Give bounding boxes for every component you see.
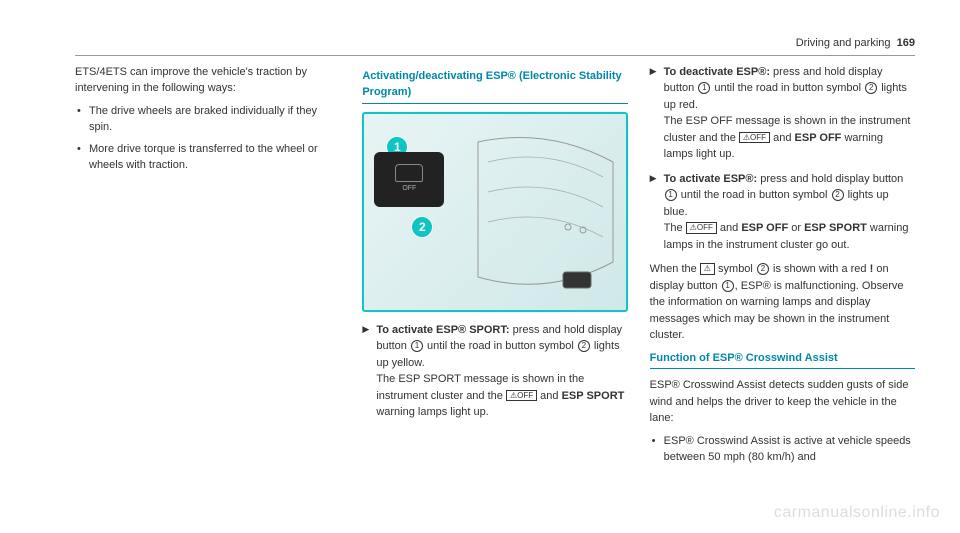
esp-off-icon: ⚠OFF (506, 390, 537, 402)
esp-off-icon: ⚠OFF (686, 222, 717, 234)
heading-text: Activating/deactivating ESP® (Electronic… (362, 70, 621, 99)
esp-button-figure: 1 OFF 2 (362, 112, 627, 312)
list-item: The drive wheels are braked individually… (75, 103, 340, 136)
circled-1-icon: 1 (698, 82, 710, 94)
step-lead: To deactivate ESP®: (664, 66, 770, 78)
bold-text: ESP OFF (795, 132, 842, 144)
column-1: ETS/4ETS can improve the vehicle's tract… (75, 64, 340, 472)
header-section: Driving and parking (796, 37, 891, 49)
dashboard-svg (468, 122, 618, 302)
bold-text: ESP OFF (741, 222, 788, 234)
circled-1-icon: 1 (665, 189, 677, 201)
page-header: Driving and parking 169 (75, 35, 915, 56)
step-text: until the road in button symbol (711, 82, 864, 94)
circled-1-icon: 1 (722, 280, 734, 292)
crosswind-bullet-list: ESP® Crosswind Assist is active at vehic… (650, 433, 915, 466)
step-text: press and hold display button (757, 173, 903, 185)
step-text: and (537, 390, 561, 402)
circled-2-icon: 2 (757, 263, 769, 275)
step-text: and (770, 132, 794, 144)
list-item: ESP® Crosswind Assist is active at vehic… (650, 433, 915, 466)
ets-bullet-list: The drive wheels are braked individually… (75, 103, 340, 174)
bold-text: ESP SPORT (804, 222, 867, 234)
circled-2-icon: 2 (832, 189, 844, 201)
para-text: symbol (715, 263, 756, 275)
circled-2-icon: 2 (578, 340, 590, 352)
bold-text: ESP SPORT (562, 390, 625, 402)
figure-dashboard (468, 122, 618, 302)
figure-esp-button: OFF (374, 152, 444, 207)
activate-esp-step: To activate ESP®: press and hold display… (650, 171, 915, 254)
figure-callout-2: 2 (411, 216, 433, 238)
step-text: The (664, 222, 686, 234)
step-lead: To activate ESP®: (664, 173, 757, 185)
esp-activate-heading: Activating/deactivating ESP® (Electronic… (362, 68, 627, 104)
esp-icon: ⚠ (700, 263, 715, 275)
para-text: is shown with a red (770, 263, 870, 275)
circled-1-icon: 1 (411, 340, 423, 352)
circled-2-icon: 2 (865, 82, 877, 94)
watermark: carmanualsonline.info (774, 501, 940, 525)
column-3: To deactivate ESP®: press and hold displ… (650, 64, 915, 472)
crosswind-para: ESP® Crosswind Assist detects sudden gus… (650, 377, 915, 427)
deactivate-esp-step: To deactivate ESP®: press and hold displ… (650, 64, 915, 163)
step-text: or (788, 222, 804, 234)
step-text: until the road in button symbol (424, 340, 577, 352)
crosswind-heading: Function of ESP® Crosswind Assist (650, 350, 915, 370)
malfunction-para: When the ⚠ symbol 2 is shown with a red … (650, 261, 915, 344)
column-2: Activating/deactivating ESP® (Electronic… (362, 64, 627, 472)
step-text: until the road in button symbol (678, 189, 831, 201)
activate-esp-sport-step: To activate ESP® SPORT: press and hold d… (362, 322, 627, 421)
ets-intro: ETS/4ETS can improve the vehicle's tract… (75, 64, 340, 97)
off-label: OFF (402, 184, 416, 195)
step-text: warning lamps light up. (376, 406, 489, 418)
page-number: 169 (897, 37, 915, 49)
list-item: More drive torque is transferred to the … (75, 141, 340, 174)
car-icon (395, 164, 423, 182)
esp-off-icon: ⚠OFF (739, 132, 770, 144)
step-lead: To activate ESP® SPORT: (376, 324, 509, 336)
step-text: and (717, 222, 741, 234)
para-text: When the (650, 263, 700, 275)
